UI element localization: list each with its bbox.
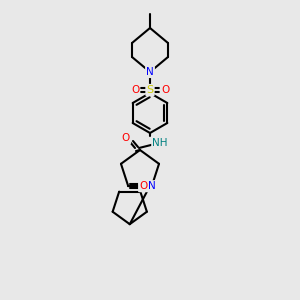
Text: O: O — [122, 133, 130, 143]
Text: O: O — [161, 85, 169, 95]
Text: O: O — [131, 85, 139, 95]
Text: N: N — [146, 67, 154, 77]
Text: S: S — [146, 85, 154, 95]
Text: O: O — [139, 181, 147, 191]
Text: N: N — [148, 181, 156, 191]
Text: NH: NH — [152, 138, 168, 148]
